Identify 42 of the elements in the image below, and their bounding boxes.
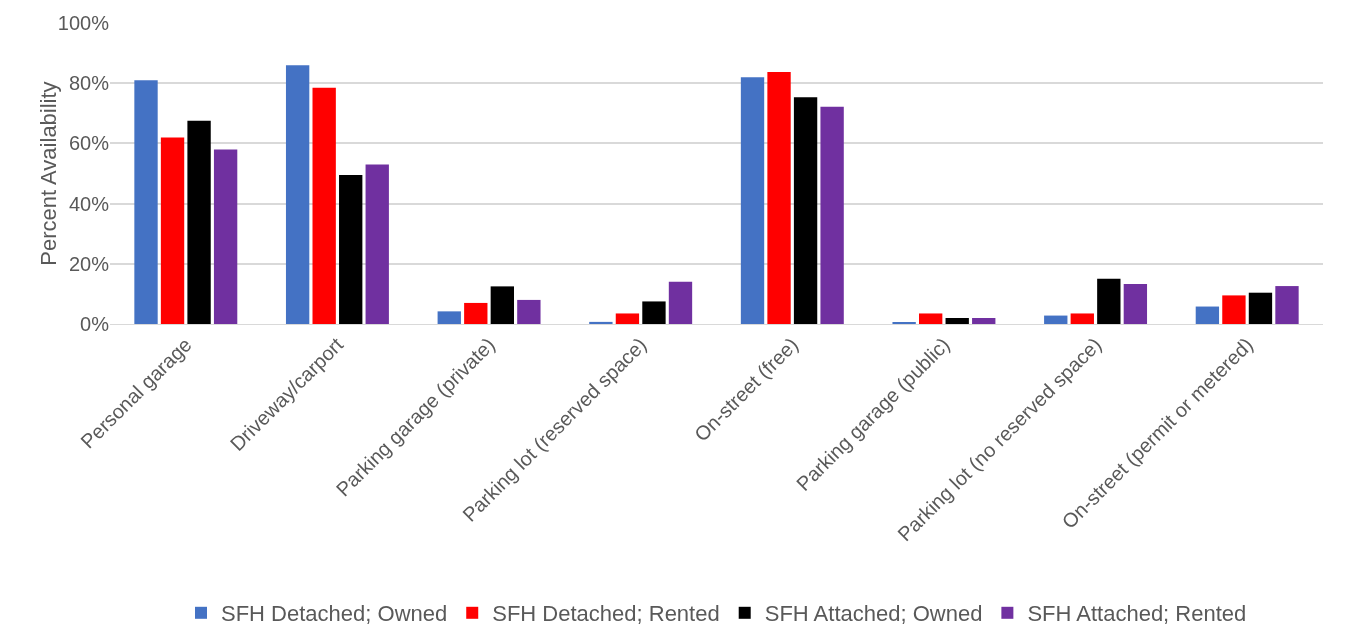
bar	[1248, 292, 1273, 324]
y-tick-label: 80%	[68, 72, 110, 95]
bar	[339, 175, 363, 324]
legend-label: SFH Detached; Owned	[221, 601, 448, 627]
bar	[767, 72, 791, 324]
y-tick-label: 100%	[57, 12, 110, 34]
bar	[134, 80, 158, 324]
bar	[1275, 286, 1299, 324]
bar	[160, 137, 185, 324]
bar	[589, 321, 613, 324]
bar	[517, 299, 541, 324]
bar	[464, 302, 488, 324]
bar	[1195, 306, 1220, 324]
y-tick-label: 0%	[80, 313, 110, 335]
bar	[1222, 295, 1246, 324]
bar	[668, 281, 693, 324]
bar	[187, 120, 211, 324]
bar	[793, 97, 818, 324]
bar	[945, 317, 969, 324]
bar	[365, 164, 389, 324]
bar	[919, 313, 943, 324]
bar	[1123, 283, 1148, 324]
legend-label: SFH Attached; Owned	[764, 601, 983, 627]
legend-label: SFH Attached; Rented	[1027, 601, 1247, 627]
bar	[740, 77, 765, 324]
y-tick-label: 20%	[68, 252, 110, 275]
bar	[1097, 278, 1121, 324]
bar	[1070, 313, 1094, 324]
bar	[437, 311, 461, 324]
y-axis-title: Percent Availability	[36, 81, 61, 266]
legend-label: SFH Detached; Rented	[492, 601, 720, 627]
y-tick-label: 60%	[68, 132, 110, 155]
bar	[642, 301, 666, 324]
y-tick-label: 40%	[68, 192, 110, 215]
bar	[213, 149, 238, 324]
bar	[972, 317, 996, 324]
bar	[1044, 315, 1068, 324]
bar	[490, 286, 514, 324]
bar	[615, 313, 640, 324]
bar	[312, 87, 336, 324]
bar	[820, 106, 844, 324]
bar	[285, 65, 310, 324]
